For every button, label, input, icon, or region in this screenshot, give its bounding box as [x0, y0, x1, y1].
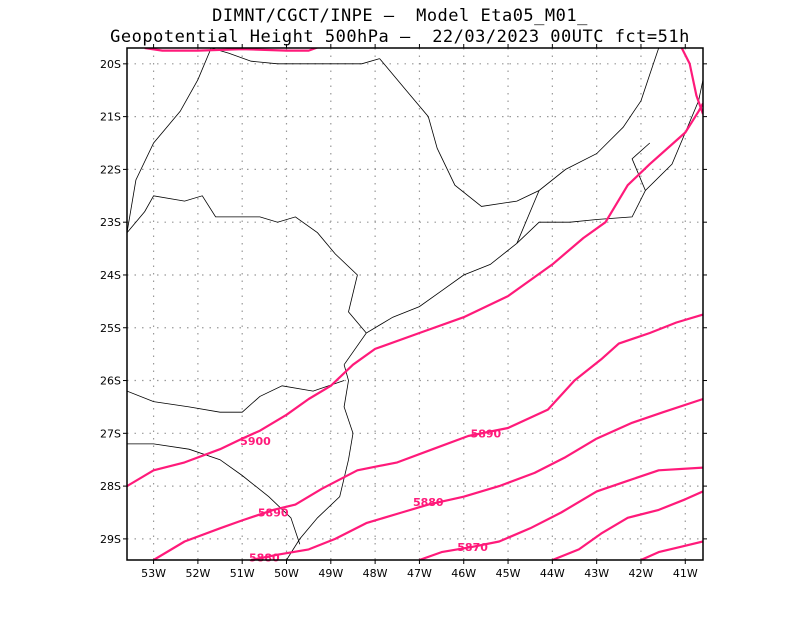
- lat-tick-label: 24S: [100, 269, 121, 282]
- graticule: [127, 48, 703, 560]
- lon-tick-label: 51W: [230, 567, 255, 580]
- latitude-ticks: 20S 21S 22S 23S 24S 25S 26S 27S 28S 29S: [100, 58, 707, 546]
- contour-label: 5890: [258, 506, 289, 519]
- coastline-north: [343, 79, 703, 365]
- state-border: [516, 190, 540, 244]
- lat-tick-label: 21S: [100, 111, 121, 124]
- lon-tick-label: 46W: [451, 567, 476, 580]
- lon-tick-label: 47W: [407, 567, 432, 580]
- contour-label: 5890: [471, 427, 502, 440]
- contour-line: [551, 490, 703, 560]
- state-borders: [127, 48, 703, 560]
- state-border: [127, 48, 212, 233]
- contour-line: [153, 313, 703, 560]
- coastline-south: [286, 364, 354, 560]
- contour-labels: 5900 5890 5890 5880 5880 5870: [240, 427, 501, 564]
- lon-tick-label: 43W: [584, 567, 609, 580]
- lon-tick-label: 50W: [274, 567, 299, 580]
- lon-tick-label: 42W: [629, 567, 654, 580]
- lon-tick-label: 45W: [496, 567, 521, 580]
- map-frame: [126, 47, 704, 561]
- height-contours: [127, 48, 703, 560]
- lat-tick-label: 26S: [100, 375, 121, 388]
- lon-tick-label: 53W: [141, 567, 166, 580]
- contour-line: [127, 102, 703, 488]
- state-border: [127, 443, 301, 545]
- contour-line: [144, 48, 320, 52]
- state-border: [127, 380, 345, 413]
- state-border: [631, 142, 651, 191]
- contour-line: [640, 540, 703, 560]
- map-title-line1: DIMNT/CGCT/INPE – Model Eta05_M01_: [212, 6, 588, 26]
- state-border: [127, 195, 367, 334]
- state-border: [211, 48, 380, 65]
- contour-label: 5880: [249, 551, 280, 564]
- lat-tick-label: 27S: [100, 427, 121, 440]
- lon-tick-label: 49W: [318, 567, 343, 580]
- lat-tick-label: 25S: [100, 322, 121, 335]
- longitude-ticks: 53W 52W 51W 50W 49W 48W 47W 46W 45W 44W 43W 42W 41W: [141, 44, 698, 580]
- lat-tick-label: 29S: [100, 533, 121, 546]
- lat-tick-label: 23S: [100, 216, 121, 229]
- contour-line: [250, 397, 703, 560]
- lat-tick-label: 28S: [100, 480, 121, 493]
- contour-label: 5880: [413, 496, 444, 509]
- lat-tick-label: 22S: [100, 163, 121, 176]
- contour-label: 5870: [457, 541, 488, 554]
- lon-tick-label: 52W: [185, 567, 210, 580]
- contour-label: 5900: [240, 435, 271, 448]
- contour-line: [419, 466, 703, 560]
- lon-tick-label: 48W: [363, 567, 388, 580]
- map-title-line2: Geopotential Height 500hPa – 22/03/2023 …: [110, 27, 690, 47]
- lat-tick-label: 20S: [100, 58, 121, 71]
- lon-tick-label: 44W: [540, 567, 565, 580]
- contour-line: [680, 48, 703, 115]
- lon-tick-label: 41W: [673, 567, 698, 580]
- state-border: [379, 48, 660, 207]
